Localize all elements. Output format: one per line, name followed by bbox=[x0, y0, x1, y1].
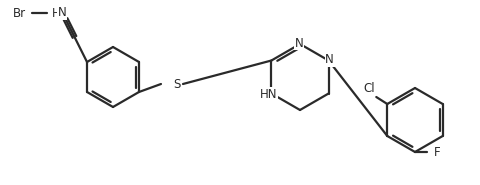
Text: N: N bbox=[324, 53, 333, 66]
Text: F: F bbox=[433, 145, 439, 159]
Text: HN: HN bbox=[259, 88, 276, 101]
Text: S: S bbox=[173, 78, 180, 90]
Text: H: H bbox=[52, 6, 60, 19]
Text: N: N bbox=[294, 36, 303, 50]
Text: Br: Br bbox=[13, 6, 26, 19]
Text: Cl: Cl bbox=[363, 82, 374, 95]
Text: N: N bbox=[58, 6, 67, 19]
